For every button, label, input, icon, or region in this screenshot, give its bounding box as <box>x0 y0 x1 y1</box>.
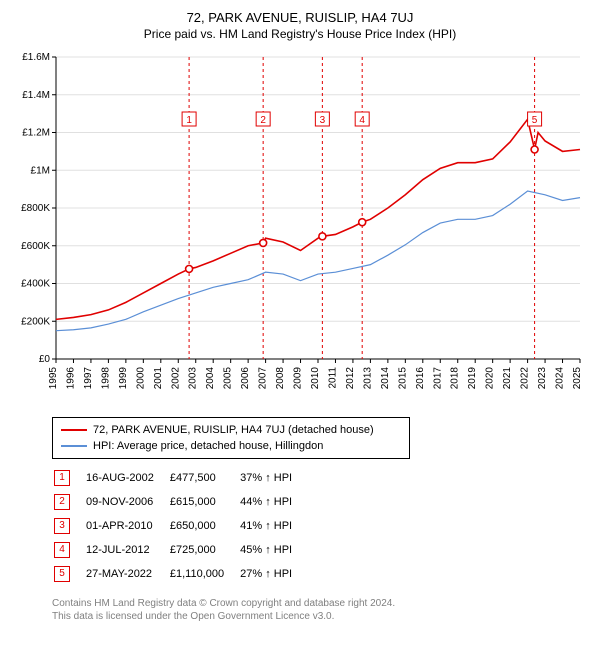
sale-price: £725,000 <box>170 539 238 561</box>
legend: 72, PARK AVENUE, RUISLIP, HA4 7UJ (detac… <box>52 417 410 459</box>
svg-text:3: 3 <box>320 115 326 126</box>
svg-text:£0: £0 <box>39 354 51 365</box>
svg-text:2020: 2020 <box>485 367 496 390</box>
svg-text:2008: 2008 <box>275 367 286 390</box>
table-row: 1 16-AUG-2002£477,50037% ↑ HPI <box>54 467 306 489</box>
chart-svg: £0 £200K £400K £600K £800K £1M £1.2M £1.4M £1.6M… <box>10 49 590 409</box>
svg-text:2022: 2022 <box>520 367 531 390</box>
page-title: 72, PARK AVENUE, RUISLIP, HA4 7UJ <box>10 10 590 25</box>
svg-text:1999: 1999 <box>118 367 129 390</box>
svg-text:2009: 2009 <box>293 367 304 390</box>
svg-text:2016: 2016 <box>415 367 426 390</box>
sale-price: £477,500 <box>170 467 238 489</box>
svg-text:2019: 2019 <box>467 367 478 390</box>
sale-vs-hpi: 37% ↑ HPI <box>240 467 306 489</box>
svg-text:2014: 2014 <box>380 367 391 390</box>
svg-text:2012: 2012 <box>345 367 356 390</box>
sale-number-box: 3 <box>54 518 70 534</box>
svg-text:2023: 2023 <box>537 367 548 390</box>
svg-text:2025: 2025 <box>572 367 583 390</box>
svg-text:2006: 2006 <box>240 367 251 390</box>
svg-text:2018: 2018 <box>450 367 461 390</box>
svg-text:2002: 2002 <box>170 367 181 390</box>
svg-text:£800K: £800K <box>21 203 50 214</box>
footer-line-2: This data is licensed under the Open Gov… <box>52 610 590 623</box>
sale-price: £1,110,000 <box>170 563 238 585</box>
legend-swatch <box>61 429 87 432</box>
sale-price: £650,000 <box>170 515 238 537</box>
svg-text:1996: 1996 <box>65 367 76 390</box>
sale-date: 01-APR-2010 <box>86 515 168 537</box>
sale-vs-hpi: 27% ↑ HPI <box>240 563 306 585</box>
svg-text:1995: 1995 <box>48 367 59 390</box>
sale-date: 09-NOV-2006 <box>86 491 168 513</box>
svg-text:5: 5 <box>532 115 538 126</box>
svg-text:2015: 2015 <box>397 367 408 390</box>
table-row: 3 01-APR-2010£650,00041% ↑ HPI <box>54 515 306 537</box>
sale-date: 16-AUG-2002 <box>86 467 168 489</box>
table-row: 4 12-JUL-2012£725,00045% ↑ HPI <box>54 539 306 561</box>
legend-item: HPI: Average price, detached house, Hill… <box>61 438 401 454</box>
svg-text:2001: 2001 <box>153 367 164 390</box>
svg-text:2007: 2007 <box>258 367 269 390</box>
footer-attribution: Contains HM Land Registry data © Crown c… <box>52 597 590 623</box>
legend-label: 72, PARK AVENUE, RUISLIP, HA4 7UJ (detac… <box>93 424 374 436</box>
svg-text:2021: 2021 <box>502 367 513 390</box>
page-subtitle: Price paid vs. HM Land Registry's House … <box>10 27 590 41</box>
svg-text:2013: 2013 <box>362 367 373 390</box>
svg-text:2000: 2000 <box>135 367 146 390</box>
svg-text:4: 4 <box>359 115 365 126</box>
svg-text:2: 2 <box>260 115 266 126</box>
svg-text:£1.2M: £1.2M <box>22 128 50 139</box>
sale-price: £615,000 <box>170 491 238 513</box>
table-row: 5 27-MAY-2022£1,110,00027% ↑ HPI <box>54 563 306 585</box>
svg-text:£1.6M: £1.6M <box>22 52 50 63</box>
legend-item: 72, PARK AVENUE, RUISLIP, HA4 7UJ (detac… <box>61 422 401 438</box>
svg-text:2004: 2004 <box>205 367 216 390</box>
sale-number-box: 1 <box>54 470 70 486</box>
svg-text:£400K: £400K <box>21 279 50 290</box>
table-row: 2 09-NOV-2006£615,00044% ↑ HPI <box>54 491 306 513</box>
legend-label: HPI: Average price, detached house, Hill… <box>93 440 323 452</box>
svg-text:£1.4M: £1.4M <box>22 90 50 101</box>
legend-swatch <box>61 445 87 448</box>
svg-text:2003: 2003 <box>188 367 199 390</box>
svg-text:1: 1 <box>186 115 192 126</box>
sale-date: 12-JUL-2012 <box>86 539 168 561</box>
footer-line-1: Contains HM Land Registry data © Crown c… <box>52 597 590 610</box>
svg-text:1998: 1998 <box>100 367 111 390</box>
svg-text:2017: 2017 <box>432 367 443 390</box>
sales-table: 1 16-AUG-2002£477,50037% ↑ HPI 2 09-NOV-200… <box>52 465 308 587</box>
sale-vs-hpi: 45% ↑ HPI <box>240 539 306 561</box>
svg-text:£200K: £200K <box>21 316 50 327</box>
svg-text:2024: 2024 <box>555 367 566 390</box>
price-chart: £0 £200K £400K £600K £800K £1M £1.2M £1.4M £1.6M… <box>10 49 590 409</box>
sale-vs-hpi: 41% ↑ HPI <box>240 515 306 537</box>
sale-date: 27-MAY-2022 <box>86 563 168 585</box>
svg-text:£1M: £1M <box>31 165 50 176</box>
sale-vs-hpi: 44% ↑ HPI <box>240 491 306 513</box>
svg-text:2005: 2005 <box>223 367 234 390</box>
svg-text:£600K: £600K <box>21 241 50 252</box>
svg-text:2011: 2011 <box>327 367 338 389</box>
svg-text:2010: 2010 <box>310 367 321 390</box>
svg-text:1997: 1997 <box>83 367 94 390</box>
sale-number-box: 2 <box>54 494 70 510</box>
sale-number-box: 4 <box>54 542 70 558</box>
sale-number-box: 5 <box>54 566 70 582</box>
